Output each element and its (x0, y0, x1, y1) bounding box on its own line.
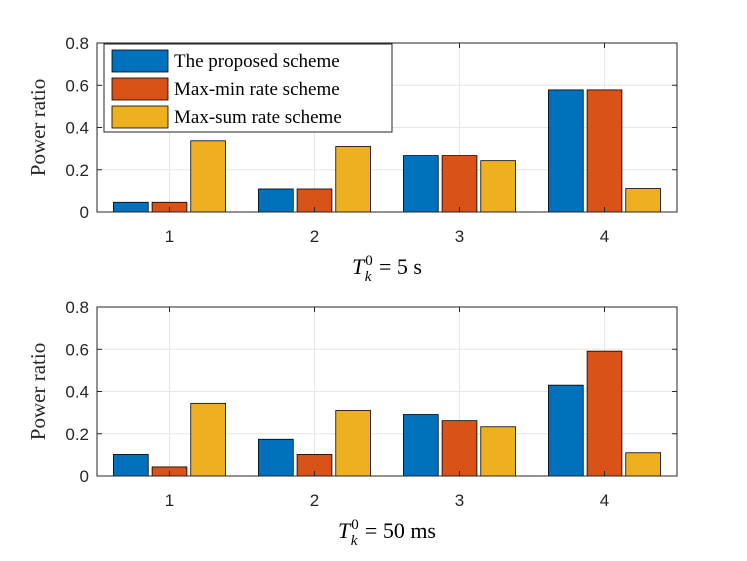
x-tick-label: 3 (455, 227, 464, 246)
y-tick-label: 0 (80, 203, 89, 222)
x-tick-label: 4 (600, 491, 609, 510)
bar-1-2 (258, 438, 294, 477)
bar-3-3 (480, 160, 516, 213)
y-axis-label: Power ratio (26, 343, 50, 440)
bar-3-2 (335, 410, 371, 477)
y-tick-label: 0.4 (65, 119, 89, 138)
y-tick-label: 0.6 (65, 76, 89, 95)
y-tick-label: 0 (80, 467, 89, 486)
bar-2-4 (586, 89, 623, 213)
y-tick-label: 0.6 (65, 340, 89, 359)
y-tick-label: 0.2 (65, 161, 89, 180)
y-tick-label: 0.4 (65, 383, 89, 402)
y-tick-label: 0.2 (65, 425, 89, 444)
legend-swatch-3 (111, 105, 169, 129)
x-tick-label: 3 (455, 491, 464, 510)
y-tick-label: 0.8 (65, 298, 89, 317)
bar-2-3 (441, 420, 478, 477)
x-tick-label: 2 (310, 227, 319, 246)
bottom-bar-chart: 0 0.2 0.4 0.6 0.8 1 2 3 4 Power ratio T0 k = 50 ms (26, 298, 678, 549)
bar-3-4 (625, 188, 661, 213)
bar-3-1 (190, 402, 226, 477)
bar-2-4 (586, 350, 623, 477)
legend-entry-1: The proposed scheme (174, 51, 340, 72)
bar-3-3 (480, 426, 516, 477)
bar-1-4 (548, 89, 584, 213)
legend: The proposed scheme Max-min rate scheme Ma… (103, 43, 393, 133)
bar-1-1 (113, 201, 149, 213)
x-axis-label: T0 k = 5 s (352, 253, 422, 285)
top-bar-chart: 0 0.2 0.4 0.6 0.8 1 2 3 4 Power ratio T0 k = 5 s The… (26, 34, 678, 285)
bar-1-3 (403, 155, 439, 213)
bar-3-4 (625, 452, 661, 477)
bar-1-3 (403, 414, 439, 477)
legend-swatch-1 (111, 49, 169, 73)
x-tick-label: 4 (600, 227, 609, 246)
y-axis-label: Power ratio (26, 79, 50, 176)
bar-3-1 (190, 140, 226, 213)
x-tick-label: 1 (165, 491, 174, 510)
bar-3-2 (335, 146, 371, 213)
bar-1-2 (258, 188, 294, 213)
legend-entry-2: Max-min rate scheme (174, 79, 340, 100)
bar-1-4 (548, 384, 584, 477)
x-tick-label: 1 (165, 227, 174, 246)
bar-2-3 (441, 155, 478, 213)
legend-entry-3: Max-sum rate scheme (174, 107, 342, 128)
legend-swatch-2 (111, 77, 169, 101)
y-tick-label: 0.8 (65, 34, 89, 53)
bar-1-1 (113, 454, 149, 477)
x-axis-label: T0 k = 50 ms (338, 517, 436, 549)
x-tick-label: 2 (310, 491, 319, 510)
